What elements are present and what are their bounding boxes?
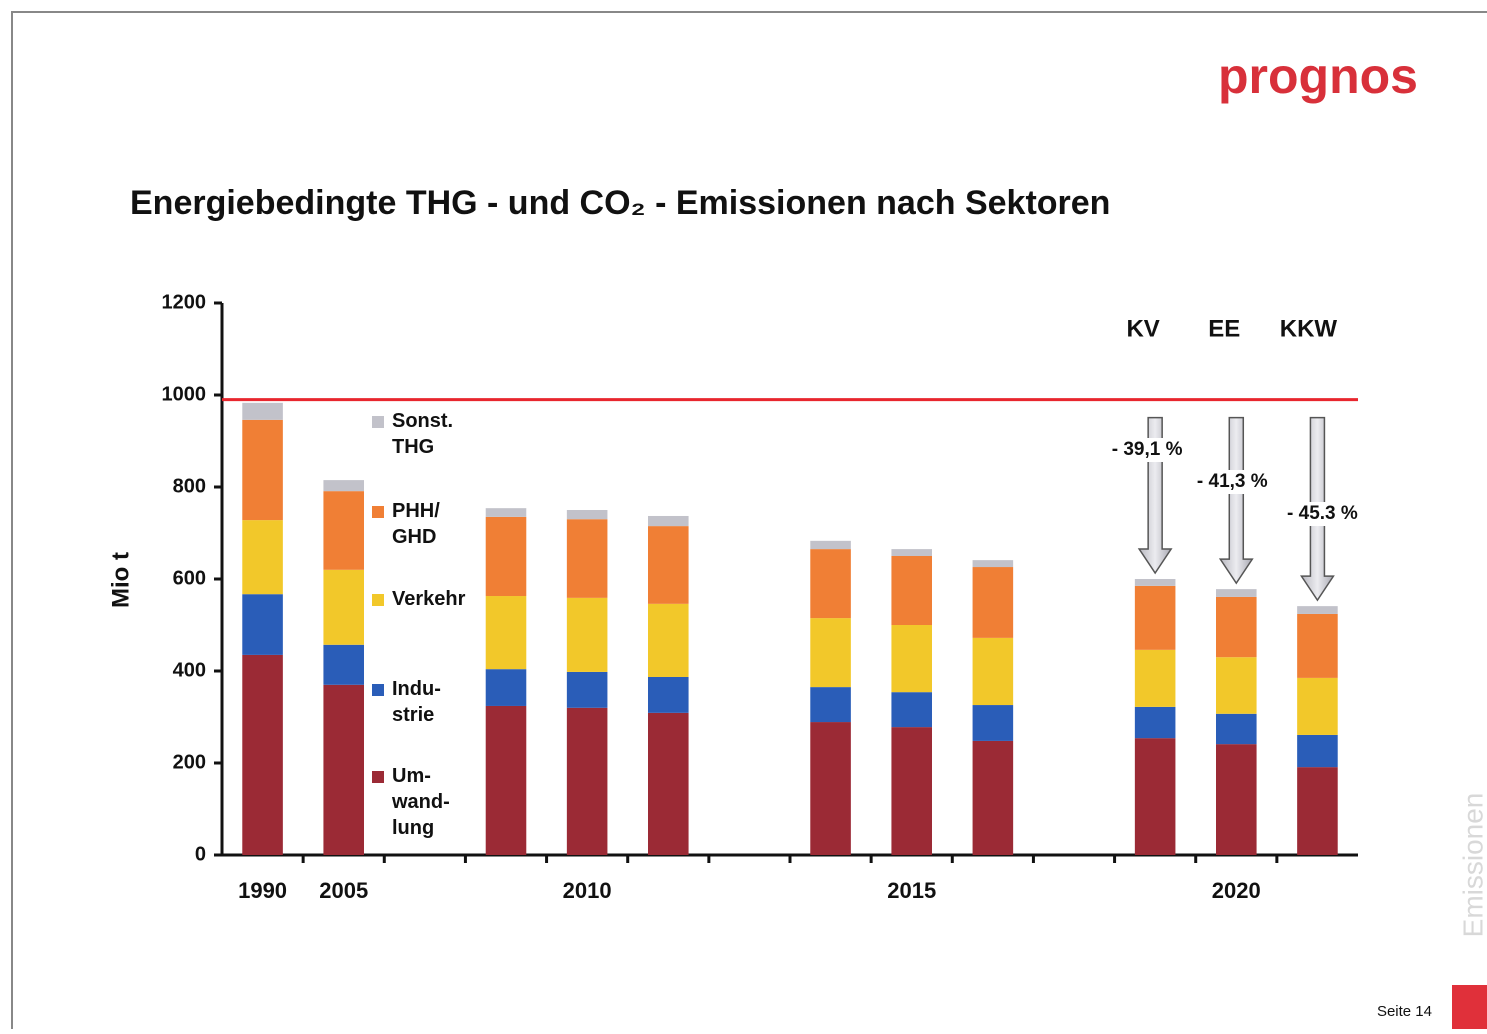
bar-segment — [810, 687, 851, 723]
chart-title: Energiebedingte THG - und CO₂ - Emission… — [130, 184, 1110, 222]
bar-segment — [323, 644, 364, 685]
bar-segment — [242, 402, 283, 420]
bar-segment — [810, 549, 851, 619]
legend-swatch — [372, 771, 384, 783]
bar-segment — [891, 625, 932, 693]
bar-segment — [485, 508, 527, 517]
bar-segment — [1297, 677, 1338, 735]
x-tick-label: 2010 — [563, 878, 612, 903]
bar-segment — [566, 671, 608, 708]
y-axis-label: Mio t — [107, 552, 134, 608]
bar-segment — [648, 515, 689, 527]
footer: Seite 14 — [1377, 1003, 1432, 1020]
legend-swatch — [372, 506, 384, 518]
scenario-arrow — [1218, 416, 1254, 585]
bar-segment — [242, 520, 283, 595]
bar-segment — [891, 727, 932, 855]
bar-segment — [323, 491, 364, 570]
bar-segment — [1297, 613, 1338, 678]
bar-segment — [1297, 767, 1338, 855]
bar-segment — [242, 654, 283, 855]
bar-segment — [1216, 657, 1257, 714]
bar-segment — [648, 712, 689, 855]
bar-segment — [1134, 649, 1176, 707]
bar-segment — [242, 419, 283, 521]
y-tick-label: 200 — [173, 751, 206, 773]
bar-segment — [972, 705, 1014, 741]
bar-segment — [242, 594, 283, 655]
bar-segment — [1134, 706, 1176, 739]
legend-label: Indu-strie — [392, 678, 441, 726]
bar-segment — [323, 569, 364, 645]
legend-swatch — [372, 416, 384, 428]
legend-label: Sonst. THG — [392, 410, 453, 458]
bar-segment — [566, 707, 608, 855]
bar-segment — [972, 560, 1014, 568]
bar-segment — [972, 637, 1014, 706]
bar-segment — [810, 618, 851, 688]
bar-segment — [1134, 585, 1176, 650]
x-tick-label: 2015 — [887, 878, 936, 903]
bar-segment — [1216, 713, 1257, 745]
bar-segment — [566, 510, 608, 520]
legend-label: Verkehr — [392, 588, 466, 610]
bar-segment — [1297, 606, 1338, 614]
slide-border — [11, 11, 1487, 1034]
scenario-label: EE — [1208, 315, 1240, 342]
scenario-label: KV — [1126, 315, 1159, 342]
bar-segment — [485, 516, 527, 597]
legend-swatch — [372, 594, 384, 606]
bar-segment — [648, 603, 689, 677]
bar-segment — [485, 705, 527, 855]
footer-marker — [1452, 985, 1487, 1029]
bar-segment — [566, 519, 608, 598]
y-tick-label: 0 — [195, 843, 206, 865]
scenario-label: KKW — [1280, 315, 1338, 342]
y-tick-label: 800 — [173, 475, 206, 497]
bar-segment — [891, 549, 932, 556]
bar-segment — [323, 684, 364, 855]
bar-segment — [648, 526, 689, 604]
bar-segment — [810, 722, 851, 855]
bar-segment — [648, 676, 689, 713]
x-tick-label: 1990 — [238, 878, 287, 903]
bar-segment — [1216, 596, 1257, 658]
legend-label: Um-wand-lung — [391, 765, 450, 839]
logo: prognos — [1218, 48, 1418, 104]
bar-segment — [1134, 738, 1176, 855]
scenario-change-bg — [1276, 502, 1369, 526]
y-tick-label: 1200 — [162, 291, 207, 313]
bar-segment — [972, 740, 1014, 855]
scenario-change: - 45.3 % — [1287, 503, 1358, 524]
scenario-change-bg — [1186, 470, 1279, 494]
legend-swatch — [372, 684, 384, 696]
bar-segment — [891, 692, 932, 728]
bar-segment — [1216, 589, 1257, 597]
bar-segment — [485, 596, 527, 670]
bar-segment — [891, 556, 932, 625]
bar-segment — [1134, 579, 1176, 586]
scenario-change: - 39,1 % — [1112, 439, 1183, 460]
y-tick-label: 400 — [173, 659, 206, 681]
bar-segment — [1216, 744, 1257, 855]
x-tick-label: 2020 — [1212, 878, 1261, 903]
x-tick-label: 2005 — [319, 878, 368, 903]
bar-segment — [972, 567, 1014, 638]
y-tick-label: 600 — [173, 567, 206, 589]
bar-segment — [810, 540, 851, 550]
bar-segment — [485, 669, 527, 706]
bar-segment — [566, 597, 608, 672]
bar-segment — [323, 480, 364, 492]
side-label: Emissionen — [1457, 793, 1487, 938]
scenario-change: - 41,3 % — [1197, 471, 1268, 492]
y-tick-label: 1000 — [162, 383, 207, 405]
legend-label: PHH/GHD — [392, 500, 440, 548]
bar-segment — [1297, 734, 1338, 768]
scenario-change-bg — [1101, 438, 1194, 462]
